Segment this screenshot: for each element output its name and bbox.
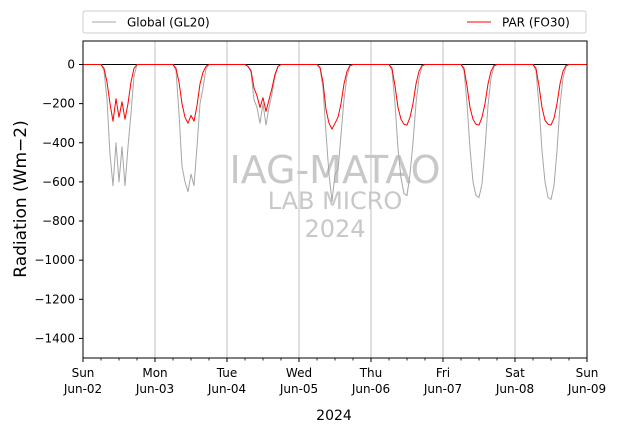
legend-label-global: Global (GL20) — [127, 16, 210, 30]
y-axis: 0 −200 −400 −600 −800 −1000 −1200 −1400 — [34, 57, 83, 345]
x-tick-day: Sun — [72, 366, 95, 380]
y-tick-label: −600 — [42, 175, 75, 189]
y-tick-label: −800 — [42, 214, 75, 228]
x-axis-label: 2024 — [316, 408, 352, 424]
x-tick-date: Jun-09 — [567, 382, 606, 396]
x-tick-date: Jun-04 — [207, 382, 246, 396]
x-axis: Sun Jun-02 Mon Jun-03 Tue Jun-04 Wed Jun-05 Thu J… — [63, 358, 606, 396]
watermark-line-1: IAG-MATAO — [229, 148, 440, 192]
legend: Global (GL20) PAR (FO30) — [82, 10, 587, 34]
x-tick-date: Jun-02 — [63, 382, 102, 396]
x-tick-day: Fri — [436, 366, 450, 380]
y-tick-label: −1000 — [34, 253, 75, 267]
series-line-par — [83, 64, 587, 130]
plot-frame — [82, 40, 588, 359]
watermark-line-2: LAB MICRO — [268, 187, 403, 215]
y-tick-label: 0 — [67, 57, 75, 71]
x-tick-date: Jun-07 — [423, 382, 462, 396]
x-tick-date: Jun-03 — [135, 382, 174, 396]
y-axis-label: Radiation (Wm−2) — [11, 120, 31, 277]
legend-label-par: PAR (FO30) — [502, 16, 570, 30]
y-tick-label: −1200 — [34, 292, 75, 306]
x-tick-day: Thu — [359, 366, 383, 380]
x-tick-date: Jun-05 — [279, 382, 318, 396]
y-tick-label: −200 — [42, 97, 75, 111]
x-tick-date: Jun-08 — [495, 382, 534, 396]
grid-lines — [154, 41, 516, 358]
y-tick-label: −400 — [42, 136, 75, 150]
watermark: IAG-MATAO LAB MICRO 2024 — [229, 148, 440, 243]
watermark-line-3: 2024 — [304, 215, 365, 243]
x-tick-day: Sun — [576, 366, 599, 380]
x-tick-date: Jun-06 — [351, 382, 390, 396]
series-line-global — [83, 64, 587, 202]
x-tick-day: Tue — [216, 366, 238, 380]
x-tick-day: Mon — [142, 366, 167, 380]
series-lines — [83, 64, 587, 202]
x-tick-day: Wed — [286, 366, 312, 380]
legend-frame — [82, 10, 587, 34]
x-tick-day: Sat — [505, 366, 525, 380]
y-tick-label: −1400 — [34, 331, 75, 345]
